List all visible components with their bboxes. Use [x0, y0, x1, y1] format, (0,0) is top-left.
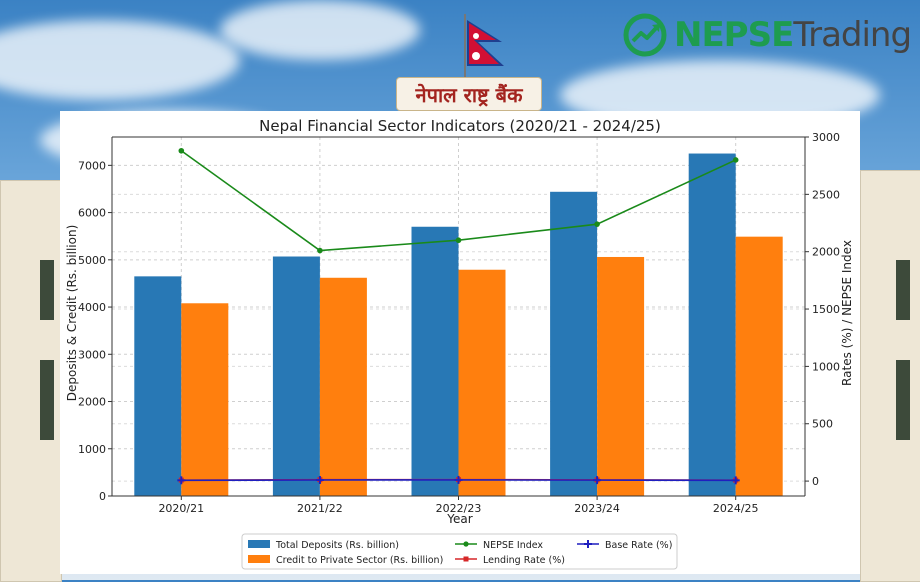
y-tick-label-left: 7000	[78, 159, 106, 172]
chart-arrow-circle-icon	[622, 12, 668, 58]
x-tick-label: 2023/24	[574, 502, 620, 515]
brand-name-part2: Trading	[793, 15, 911, 55]
legend-swatch	[248, 540, 270, 548]
x-tick-label: 2020/21	[158, 502, 204, 515]
bar	[320, 278, 367, 496]
y-tick-label-right: 500	[812, 418, 833, 431]
data-point	[733, 157, 739, 163]
bar	[273, 257, 320, 496]
y-tick-label-right: 2500	[812, 188, 840, 201]
x-tick-label: 2024/25	[713, 502, 759, 515]
legend-label: Total Deposits (Rs. billion)	[275, 540, 399, 551]
y-tick-label-left: 6000	[78, 207, 106, 220]
bar	[134, 276, 181, 496]
y-tick-label-left: 1000	[78, 443, 106, 456]
bar	[689, 154, 736, 496]
y-tick-label-right: 1500	[812, 303, 840, 316]
brand-logo: NEPSETrading	[622, 12, 911, 58]
legend-swatch	[248, 555, 270, 563]
background-cloud	[220, 0, 420, 60]
y-tick-label-left: 2000	[78, 396, 106, 409]
bar	[412, 227, 459, 496]
legend-marker	[463, 541, 468, 546]
x-axis-label: Year	[446, 512, 472, 526]
chart-panel: 0 1000 2000 3000 4000 5000 6000 7000 0 500 1000 150…	[60, 111, 860, 574]
flag-of-nepal	[458, 14, 514, 80]
y-tick-label-right: 3000	[812, 131, 840, 144]
central-bank-sign: नेपाल राष्ट्र बैंक	[396, 77, 542, 111]
legend-label: NEPSE Index	[483, 540, 543, 551]
bar	[181, 303, 228, 496]
building-window	[40, 260, 54, 320]
legend: Total Deposits (Rs. billion) Credit to Pr…	[242, 534, 677, 569]
legend-label: Base Rate (%)	[605, 540, 672, 551]
data-point	[456, 237, 462, 243]
y-tick-label-left: 4000	[78, 301, 106, 314]
y-tick-label-right: 2000	[812, 246, 840, 259]
bar	[736, 237, 783, 496]
y-tick-label-left: 3000	[78, 348, 106, 361]
data-point	[317, 248, 323, 254]
background-cloud	[0, 20, 240, 100]
data-point	[594, 221, 600, 227]
y-axis-label-right: Rates (%) / NEPSE Index	[840, 240, 854, 386]
legend-label: Lending Rate (%)	[483, 555, 565, 566]
y-tick-label-left: 5000	[78, 254, 106, 267]
building-window	[896, 360, 910, 440]
legend-label: Credit to Private Sector (Rs. billion)	[276, 555, 443, 566]
data-point	[179, 148, 185, 154]
building-window	[896, 260, 910, 320]
y-tick-label-left: 0	[99, 490, 106, 503]
y-tick-label-right: 1000	[812, 360, 840, 373]
brand-name-part1: NEPSE	[674, 15, 793, 55]
bar	[459, 270, 506, 496]
chart-svg: 0 1000 2000 3000 4000 5000 6000 7000 0 500 1000 150…	[60, 111, 860, 574]
bar	[597, 257, 644, 496]
chart-title: Nepal Financial Sector Indicators (2020/…	[259, 117, 661, 135]
legend-marker	[464, 557, 469, 562]
legend-item: Credit to Private Sector (Rs. billion)	[248, 555, 443, 566]
bar	[550, 192, 597, 496]
y-tick-label-right: 0	[812, 475, 819, 488]
y-axis-label-left: Deposits & Credit (Rs. billion)	[65, 225, 79, 402]
x-tick-label: 2021/22	[297, 502, 343, 515]
building-right	[860, 170, 920, 582]
building-window	[40, 360, 54, 440]
